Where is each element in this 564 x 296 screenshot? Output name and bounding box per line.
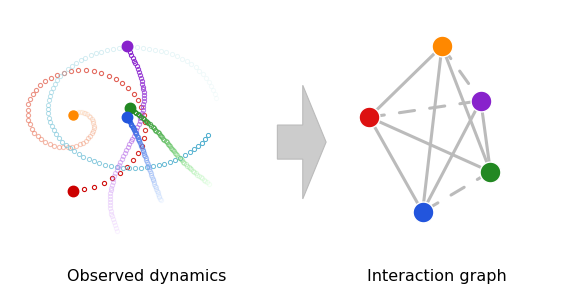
Text: Observed dynamics: Observed dynamics [67,269,226,284]
Polygon shape [277,85,326,199]
Text: Interaction graph: Interaction graph [367,269,507,284]
